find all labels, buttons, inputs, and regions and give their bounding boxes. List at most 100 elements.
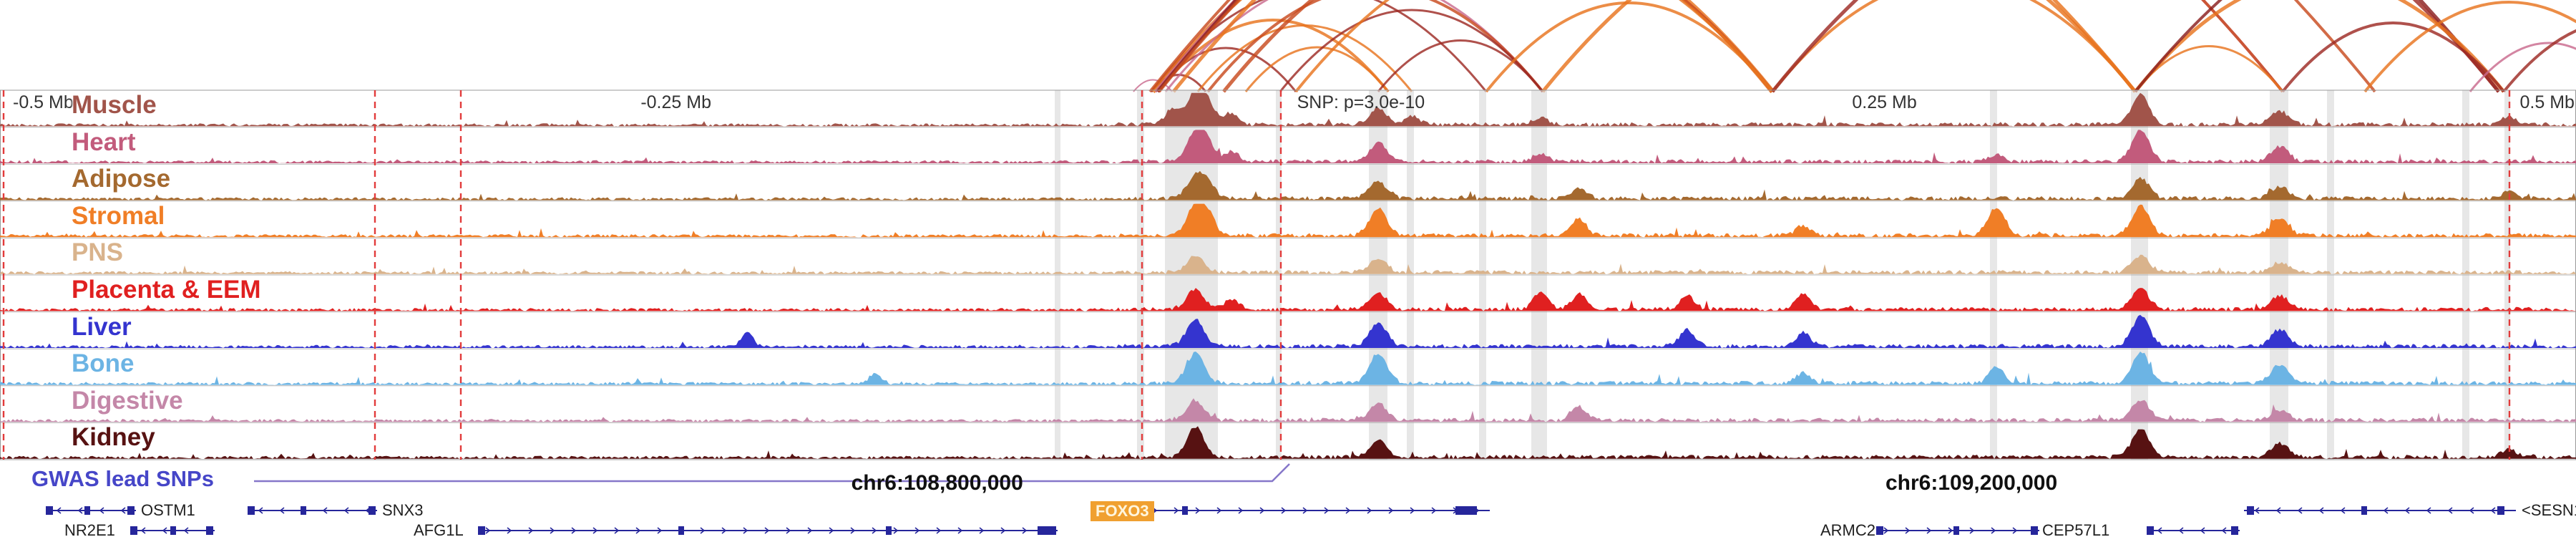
- interaction-arc[interactable]: [1771, 0, 2500, 93]
- gene-label-afg1l: AFG1L: [414, 521, 464, 537]
- strand-arrow-icon: [2157, 527, 2162, 534]
- strand-arrow-icon: [120, 507, 126, 514]
- strand-arrow-icon: [1000, 527, 1006, 534]
- signal-heart[interactable]: [0, 130, 2576, 163]
- strand-arrow-icon: [1324, 507, 1330, 514]
- exon-block: [369, 506, 376, 515]
- track-label-heart: Heart: [72, 127, 136, 156]
- strand-arrow-icon: [1948, 527, 1953, 534]
- exon-block: [130, 526, 137, 535]
- strand-arrow-icon: [1174, 507, 1179, 514]
- exon-block: [678, 526, 684, 535]
- strand-arrow-icon: [807, 527, 813, 534]
- interaction-arc[interactable]: [2281, 21, 2505, 93]
- gene-name: NR2E1: [64, 521, 115, 537]
- interaction-arc[interactable]: [2134, 0, 2505, 93]
- strand-arrow-icon: [635, 527, 641, 534]
- signal-kidney[interactable]: [0, 426, 2576, 459]
- gene-armc2[interactable]: [1876, 526, 2039, 535]
- ruler-label: -0.25 Mb: [640, 92, 711, 112]
- coordinate-label: chr6:109,200,000: [1885, 471, 2058, 495]
- gene-cep57l1[interactable]: [2147, 526, 2240, 535]
- signal-digestive[interactable]: [0, 398, 2576, 422]
- exon-block: [1953, 526, 1959, 535]
- signal-stromal[interactable]: [0, 203, 2576, 238]
- gene-sesn1[interactable]: [2244, 506, 2516, 515]
- strand-arrow-icon: [1281, 507, 1287, 514]
- strand-arrow-icon: [2178, 527, 2184, 534]
- gene-label-snx3: SNX3: [382, 501, 423, 520]
- exon-block: [301, 506, 306, 515]
- exon-block: [248, 506, 255, 515]
- strand-arrow-icon: [258, 507, 263, 514]
- gene-name: ARMC2: [1820, 521, 1876, 537]
- signal-liver[interactable]: [0, 314, 2576, 348]
- interaction-arc[interactable]: [1771, 0, 2137, 93]
- interaction-arc[interactable]: [1156, 19, 1390, 93]
- interaction-arc[interactable]: [2363, 1, 2576, 93]
- gene-label-ostm1: OSTM1: [141, 501, 195, 520]
- signal-pns[interactable]: [0, 254, 2576, 274]
- gene-nr2e1[interactable]: [130, 526, 215, 535]
- interaction-arc[interactable]: [1172, 0, 2137, 93]
- strand-arrow-icon: [2469, 507, 2474, 514]
- signal-muscle[interactable]: [0, 92, 2576, 127]
- interaction-arc[interactable]: [1206, 0, 1544, 93]
- strand-arrow-icon: [829, 527, 834, 534]
- interaction-arc[interactable]: [1485, 1, 1774, 93]
- strand-arrow-icon: [2254, 507, 2260, 514]
- exon-block: [1182, 506, 1188, 515]
- strand-arrow-icon: [77, 507, 83, 514]
- interaction-arc[interactable]: [1222, 0, 1774, 93]
- interaction-arc[interactable]: [1279, 9, 1544, 92]
- interaction-arc[interactable]: [1541, 0, 2137, 93]
- interaction-arcs[interactable]: [1133, 0, 2576, 94]
- strand-arrow-icon: [1022, 527, 1028, 534]
- track-label-bone: Bone: [72, 349, 135, 378]
- exon-block: [84, 506, 90, 515]
- interaction-arc[interactable]: [1294, 0, 1774, 93]
- signal-tracks[interactable]: [0, 92, 2576, 459]
- exon-block: [1038, 526, 1056, 535]
- interaction-arc[interactable]: [2502, 21, 2576, 93]
- strand-arrow-icon: [2012, 527, 2018, 534]
- strand-arrow-icon: [872, 527, 877, 534]
- strand-arrow-icon: [1367, 507, 1372, 514]
- signal-bone[interactable]: [0, 352, 2576, 385]
- gene-foxo3[interactable]: [1145, 506, 1490, 515]
- signal-placenta-eem[interactable]: [0, 288, 2576, 311]
- gene-label-nr2e1: NR2E1: [64, 521, 115, 537]
- exon-block: [206, 526, 213, 535]
- gene-ostm1[interactable]: [46, 506, 136, 515]
- ruler-label: 0.25 Mb: [1852, 92, 1917, 112]
- ruler-label: 0.5 Mb: [2519, 92, 2575, 112]
- exon-block: [2497, 506, 2504, 515]
- gwas-lead-snps-label: GWAS lead SNPs: [31, 466, 214, 491]
- exon-block: [1876, 526, 1883, 535]
- strand-arrow-icon: [99, 507, 104, 514]
- interaction-arc[interactable]: [1196, 24, 1413, 92]
- gene-snx3[interactable]: [248, 506, 377, 515]
- strand-arrow-icon: [1259, 507, 1265, 514]
- strand-arrow-icon: [2426, 507, 2431, 514]
- interaction-arc[interactable]: [1244, 46, 1390, 92]
- strand-arrow-icon: [1991, 527, 1996, 534]
- strand-arrow-icon: [2318, 507, 2324, 514]
- interaction-arc[interactable]: [2134, 45, 2284, 92]
- exon-block: [1455, 506, 1477, 515]
- gene-continues-left-arrow: <: [2522, 501, 2531, 519]
- gene-label-foxo3: FOXO3: [1091, 501, 1154, 521]
- gene-name: SESN1: [2530, 501, 2576, 519]
- exon-block: [2361, 506, 2367, 515]
- interaction-arc[interactable]: [1158, 0, 2284, 93]
- gene-afg1l[interactable]: [478, 526, 1058, 535]
- interaction-arc[interactable]: [1156, 0, 2500, 93]
- track-label-adipose: Adipose: [72, 165, 171, 193]
- interaction-arc[interactable]: [1377, 39, 1544, 92]
- strand-arrow-icon: [2297, 507, 2303, 514]
- interaction-arc[interactable]: [2469, 42, 2576, 92]
- strand-arrow-icon: [786, 527, 791, 534]
- strand-arrow-icon: [1431, 507, 1437, 514]
- signal-adipose[interactable]: [0, 170, 2576, 200]
